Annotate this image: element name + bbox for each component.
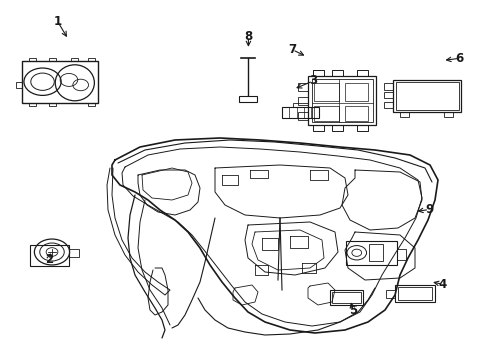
Bar [22, 61, 98, 103]
Text: 8: 8 [244, 30, 252, 43]
Bar [29, 103, 36, 106]
Bar [29, 245, 68, 266]
Bar [16, 82, 22, 88]
Bar [395, 82, 458, 110]
Bar [386, 291, 394, 298]
Bar [298, 83, 307, 91]
Text: 9: 9 [425, 203, 432, 216]
Bar [332, 292, 360, 303]
Bar [29, 58, 36, 61]
Bar [88, 58, 95, 61]
Bar [346, 240, 397, 265]
Bar [282, 107, 318, 118]
Bar [394, 285, 434, 302]
Bar [384, 92, 392, 98]
Bar [311, 79, 372, 122]
Bar [329, 290, 363, 305]
Bar [332, 125, 343, 131]
Bar [384, 83, 392, 90]
Text: 7: 7 [288, 43, 296, 56]
Bar [384, 102, 392, 108]
Bar [313, 105, 339, 121]
Bar [307, 76, 376, 125]
Bar [312, 125, 323, 131]
Bar [312, 70, 323, 76]
Bar [397, 287, 431, 300]
Bar [369, 244, 383, 261]
Bar [444, 112, 452, 117]
Text: 1: 1 [54, 15, 61, 28]
Bar [88, 103, 95, 106]
Bar [298, 97, 307, 105]
Text: 4: 4 [438, 278, 446, 291]
Bar [344, 83, 367, 100]
Text: 6: 6 [455, 52, 463, 65]
Bar [313, 83, 339, 100]
Bar [49, 58, 56, 61]
Bar [239, 96, 256, 102]
Bar [400, 112, 408, 117]
Bar [298, 112, 307, 120]
Bar [49, 103, 56, 106]
Bar [71, 58, 78, 61]
Text: 2: 2 [45, 253, 53, 266]
Bar [344, 105, 367, 121]
Bar [332, 70, 343, 76]
Bar [68, 249, 79, 257]
Bar [397, 249, 406, 260]
Text: 3: 3 [308, 75, 316, 87]
Bar [356, 70, 367, 76]
Bar [392, 80, 461, 112]
Text: 5: 5 [348, 304, 356, 317]
Bar [356, 125, 367, 131]
Bar [292, 103, 307, 107]
